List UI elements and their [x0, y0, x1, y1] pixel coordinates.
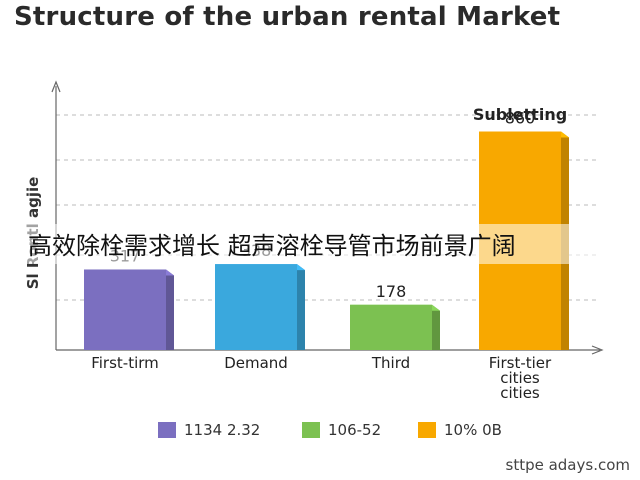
bar [215, 264, 297, 350]
legend-item: 1134 2.32 [158, 420, 260, 440]
legend-swatch [158, 422, 176, 438]
category-label: cities [500, 384, 540, 402]
legend-item: 10% 0B [418, 420, 502, 440]
x-axis-arrow [591, 345, 604, 355]
source-watermark: sttpe adays.com [505, 456, 631, 474]
bar-chart: Sl Rontl agjie317First-tirm338Demand178T… [24, 80, 604, 402]
category-label: Third [371, 354, 410, 372]
legend-swatch [418, 422, 436, 438]
chart-title: Structure of the urban rental Market [14, 2, 561, 32]
legend-item: 106-52 [302, 420, 381, 440]
chart-legend: 1134 2.32 106-52 10% 0B [0, 420, 640, 442]
y-axis-arrow [51, 80, 61, 93]
legend-label: 1134 2.32 [184, 421, 261, 439]
overlay-caption: 高效除栓需求增长 超声溶栓导管市场前景广阔 [28, 232, 516, 260]
bar [350, 304, 432, 350]
bar-annotation: Subletting [473, 105, 567, 124]
bar-value-label: 860 [505, 109, 536, 128]
legend-label: 106-52 [328, 421, 382, 439]
category-label: First-tier [489, 354, 552, 372]
category-label: First-tirm [91, 354, 159, 372]
bar-side [432, 304, 440, 350]
bar-side [297, 264, 305, 350]
category-label: Demand [224, 354, 288, 372]
legend-label: 10% 0B [444, 421, 502, 439]
bar-side [166, 269, 174, 350]
bar-value-label: 178 [376, 282, 407, 301]
legend-swatch [302, 422, 320, 438]
bar [84, 269, 166, 350]
category-label: cities [500, 369, 540, 387]
overlay-banner [0, 224, 640, 264]
